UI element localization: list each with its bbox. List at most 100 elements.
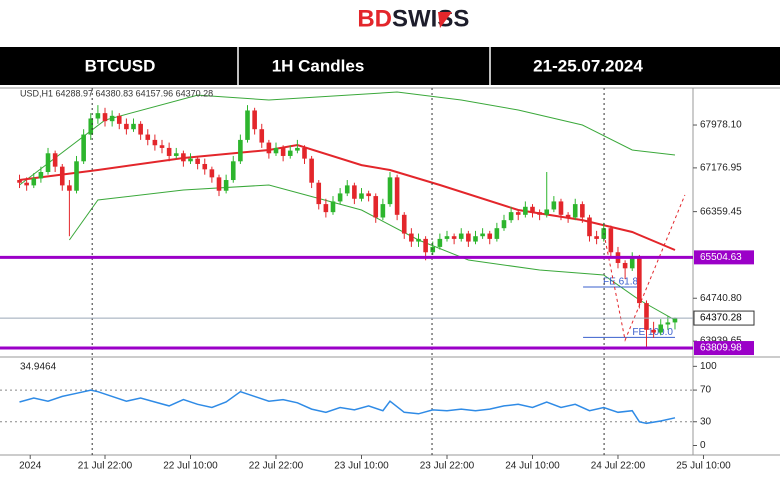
candle-body	[622, 262, 628, 269]
y-tick-label: 70	[700, 385, 712, 396]
y-tick-label: 100	[700, 361, 717, 372]
candle-body	[409, 233, 414, 242]
candle-body	[138, 123, 143, 135]
candle-body	[188, 158, 193, 162]
logo-bd: BD	[357, 5, 392, 32]
x-tick-label: 23 Jul 22:00	[420, 461, 475, 472]
candle-body	[45, 153, 51, 173]
candle-body	[344, 185, 350, 194]
y-tick-label: 67978.10	[700, 120, 742, 131]
candle-body	[387, 177, 393, 205]
candle-body	[416, 238, 421, 242]
candle-body	[587, 217, 592, 237]
candle-body	[629, 257, 635, 269]
fib-label: FE 61.8	[603, 277, 638, 288]
y-tick-label: 30	[700, 416, 712, 427]
candle-body	[530, 206, 535, 213]
indicator-line	[19, 91, 676, 186]
candle-body	[24, 182, 29, 186]
level-label: 63809.98	[700, 343, 742, 354]
candle-body	[359, 193, 364, 199]
candle-body	[487, 233, 493, 239]
candle-body	[380, 204, 386, 218]
candle-body	[95, 113, 101, 119]
date-range: 21-25.07.2024	[533, 56, 643, 75]
candle-body	[230, 161, 236, 181]
candle-body	[366, 193, 371, 197]
candle-body	[52, 153, 58, 167]
candle-body	[266, 142, 272, 154]
candle-body	[401, 214, 407, 234]
y-tick-label: 64740.80	[700, 293, 742, 304]
candle-body	[67, 185, 72, 191]
candle-body	[451, 236, 457, 239]
candle-body	[31, 178, 37, 186]
candle-body	[152, 139, 158, 146]
header-bar	[0, 47, 780, 85]
candle-body	[273, 147, 279, 154]
candle-body	[565, 214, 571, 218]
candle-body	[202, 163, 208, 170]
candle-body	[245, 110, 250, 140]
candle-body	[88, 118, 94, 135]
candle-body	[644, 303, 649, 330]
candle-body	[594, 236, 599, 239]
candle-body	[558, 201, 564, 215]
y-tick-label: 66359.45	[700, 206, 742, 217]
candle-body	[458, 233, 464, 239]
rsi-value: 34.9464	[20, 362, 57, 373]
rsi-line	[19, 389, 676, 425]
candle-body	[473, 236, 478, 242]
candle-body	[116, 115, 122, 124]
candle-body	[580, 204, 585, 218]
last-price-label: 64370.28	[700, 313, 742, 324]
symbol: BTCUSD	[85, 56, 156, 75]
candle-body	[259, 129, 265, 143]
candle-body	[38, 172, 44, 179]
candle-body	[74, 161, 79, 191]
candle-body	[295, 147, 300, 151]
candle-body	[81, 134, 86, 162]
candle-body	[109, 115, 115, 122]
candle-body	[216, 177, 222, 191]
candle-body	[523, 206, 528, 215]
candle-body	[352, 185, 357, 199]
x-tick-label: 22 Jul 10:00	[163, 461, 218, 472]
candle-body	[608, 228, 614, 253]
candle-body	[430, 246, 436, 253]
candle-body	[287, 150, 293, 156]
candle-body	[252, 110, 257, 130]
candle-body	[508, 212, 514, 221]
projection-line	[604, 194, 686, 342]
logo-swiss: SWISS	[392, 5, 469, 32]
timeframe: 1H Candles	[272, 56, 365, 75]
candle-body	[537, 212, 542, 215]
candle-body	[323, 204, 329, 213]
y-tick-label: 0	[700, 440, 706, 451]
x-tick-label: 22 Jul 22:00	[249, 461, 304, 472]
candle-body	[181, 153, 186, 162]
x-tick-label: 23 Jul 10:00	[334, 461, 389, 472]
candle-body	[159, 145, 165, 148]
candle-body	[17, 180, 22, 183]
candle-body	[124, 123, 129, 130]
candle-body	[280, 147, 286, 156]
candle-body	[330, 201, 336, 213]
candle-body	[501, 220, 507, 229]
candle-body	[394, 177, 400, 215]
x-tick-label: 25 Jul 10:00	[676, 461, 731, 472]
ohlc-info: USD,H1 64288.97 64380.83 64157.96 64370.…	[20, 88, 213, 98]
logo-icon	[438, 12, 452, 28]
x-tick-label: 21 Jul 22:00	[78, 461, 133, 472]
candle-body	[480, 233, 485, 237]
candle-body	[651, 329, 656, 333]
last-price-box	[693, 310, 755, 326]
candle-body	[59, 166, 65, 186]
candle-body	[637, 257, 642, 304]
candle-body	[665, 322, 671, 325]
candle-body	[423, 238, 428, 253]
candle-body	[223, 180, 229, 191]
candle-body	[302, 147, 307, 159]
